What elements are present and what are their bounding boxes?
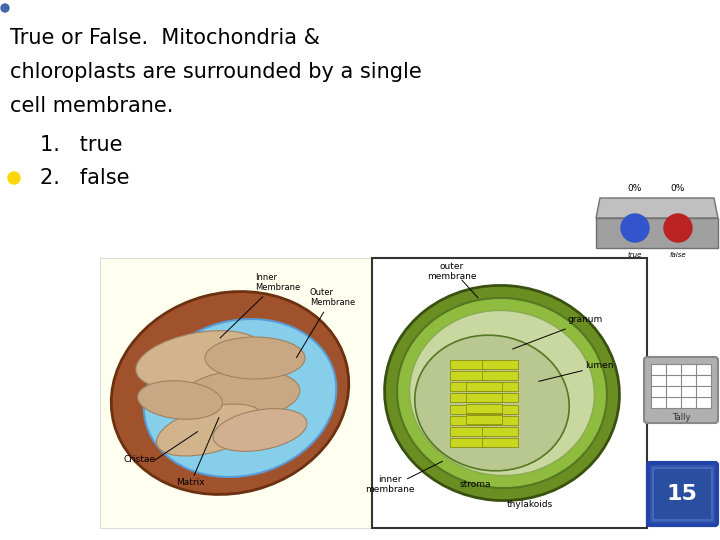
Text: 1.   true: 1. true <box>40 135 122 155</box>
Ellipse shape <box>410 310 595 476</box>
Bar <box>482 438 518 447</box>
Bar <box>450 360 486 369</box>
Bar <box>450 427 486 436</box>
Ellipse shape <box>136 330 264 389</box>
Circle shape <box>1 4 9 12</box>
Text: cell membrane.: cell membrane. <box>10 96 174 116</box>
Text: Outer
Membrane: Outer Membrane <box>297 288 355 357</box>
Bar <box>450 382 486 391</box>
Bar <box>482 393 518 402</box>
Ellipse shape <box>213 409 307 451</box>
Bar <box>450 371 486 380</box>
Text: thylakoids: thylakoids <box>507 500 553 509</box>
Ellipse shape <box>156 404 264 456</box>
FancyBboxPatch shape <box>648 463 717 525</box>
Polygon shape <box>596 218 718 248</box>
Bar <box>450 416 486 425</box>
Text: 15: 15 <box>667 484 698 504</box>
Bar <box>466 404 502 413</box>
Text: Inner
Membrane: Inner Membrane <box>220 273 300 338</box>
Ellipse shape <box>205 337 305 379</box>
Bar <box>100 258 372 528</box>
Bar <box>482 405 518 414</box>
Bar <box>450 393 486 402</box>
Ellipse shape <box>397 298 607 488</box>
Bar <box>482 416 518 425</box>
Bar <box>466 415 502 424</box>
Text: true: true <box>628 252 642 258</box>
Bar <box>450 438 486 447</box>
Bar <box>482 360 518 369</box>
FancyBboxPatch shape <box>644 357 718 423</box>
Bar <box>466 393 502 402</box>
Ellipse shape <box>384 286 619 501</box>
Ellipse shape <box>415 335 570 471</box>
Text: True or False.  Mitochondria &: True or False. Mitochondria & <box>10 28 320 48</box>
Circle shape <box>8 172 20 184</box>
Ellipse shape <box>111 292 348 495</box>
Text: granum: granum <box>568 315 603 325</box>
Text: chloroplasts are surrounded by a single: chloroplasts are surrounded by a single <box>10 62 422 82</box>
Text: 0%: 0% <box>628 184 642 193</box>
Polygon shape <box>596 198 718 218</box>
Text: outer
membrane: outer membrane <box>427 262 477 281</box>
Circle shape <box>621 214 649 242</box>
Bar <box>372 258 647 528</box>
Bar <box>450 405 486 414</box>
Ellipse shape <box>138 381 222 419</box>
Text: Tally: Tally <box>672 413 690 422</box>
Bar <box>651 364 711 408</box>
Text: lumen: lumen <box>585 361 613 369</box>
Text: false: false <box>670 252 686 258</box>
Ellipse shape <box>144 319 336 477</box>
Ellipse shape <box>180 369 300 421</box>
Bar <box>482 427 518 436</box>
Text: stroma: stroma <box>459 480 491 489</box>
Text: 0%: 0% <box>671 184 685 193</box>
Bar <box>482 382 518 391</box>
Text: Cristae: Cristae <box>124 455 156 464</box>
Bar <box>482 371 518 380</box>
Bar <box>466 382 502 391</box>
Text: 2.   false: 2. false <box>40 168 130 188</box>
Text: Matrix: Matrix <box>176 478 204 487</box>
Circle shape <box>664 214 692 242</box>
FancyBboxPatch shape <box>653 468 712 520</box>
Text: inner
membrane: inner membrane <box>365 475 415 495</box>
